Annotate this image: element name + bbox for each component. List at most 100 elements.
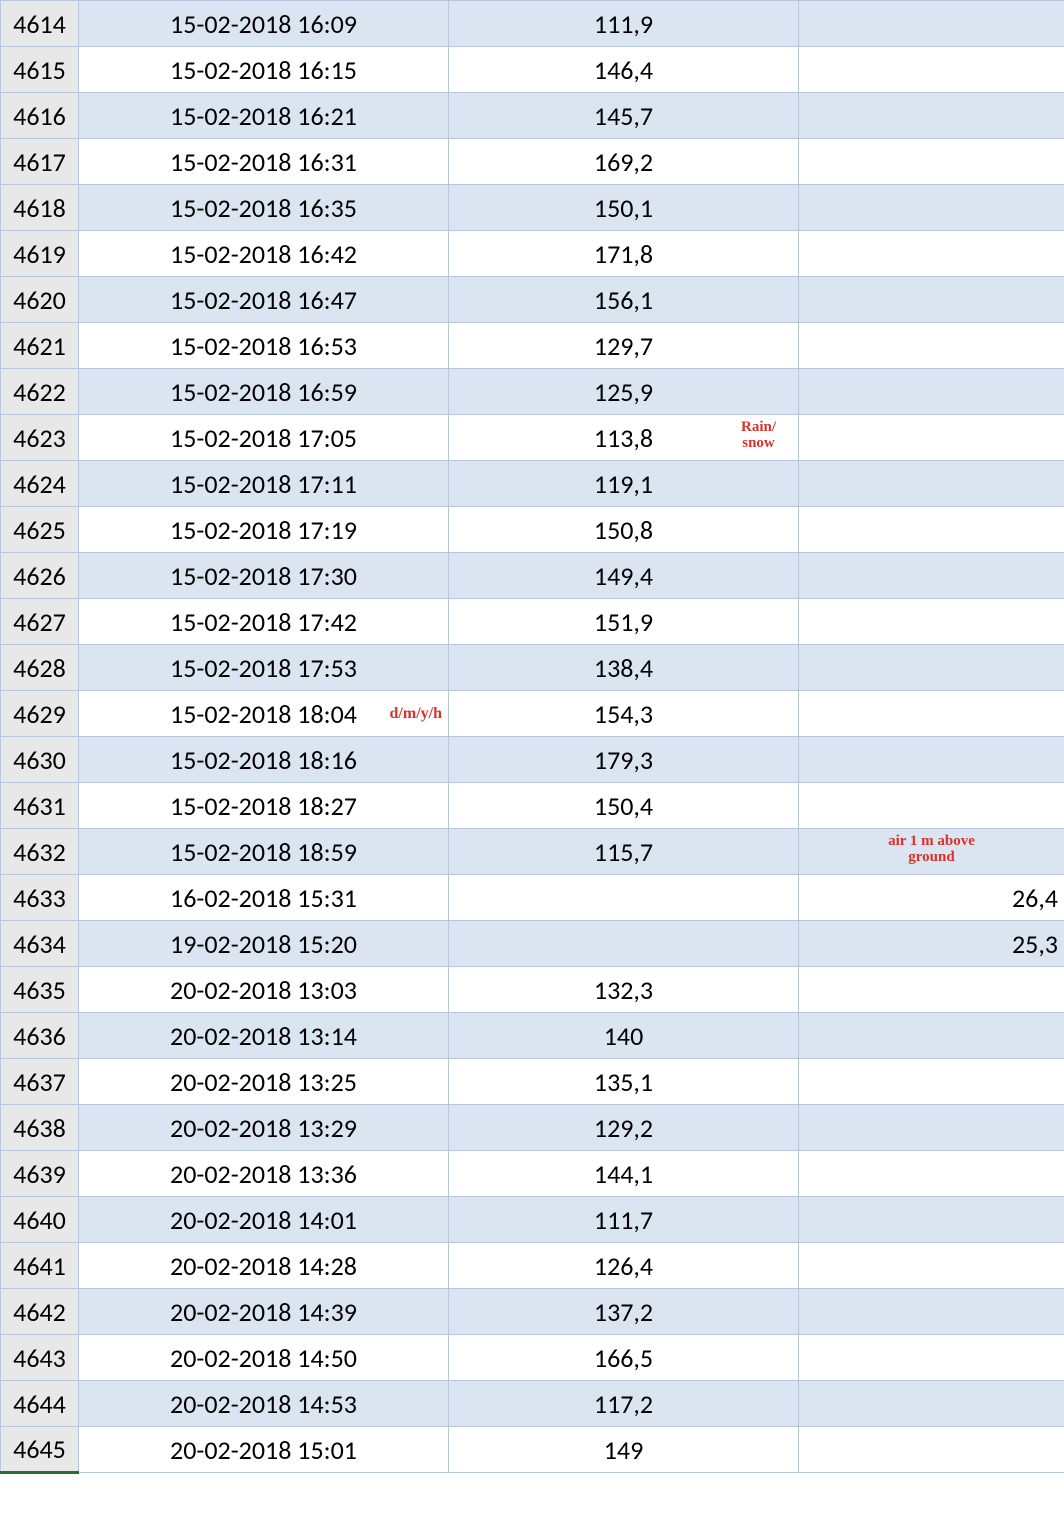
cell-value[interactable]: 129,7	[449, 323, 799, 369]
cell-datetime[interactable]: 20-02-2018 14:50	[79, 1335, 449, 1381]
cell-datetime[interactable]: 15-02-2018 17:53	[79, 645, 449, 691]
row-header[interactable]: 4624	[1, 461, 79, 507]
cell-air[interactable]	[799, 1335, 1064, 1381]
cell-value[interactable]: 138,4	[449, 645, 799, 691]
cell-value[interactable]: 150,4	[449, 783, 799, 829]
row-header[interactable]: 4633	[1, 875, 79, 921]
cell-value[interactable]: 156,1	[449, 277, 799, 323]
row-header[interactable]: 4639	[1, 1151, 79, 1197]
cell-value[interactable]: 119,1	[449, 461, 799, 507]
row-header[interactable]: 4630	[1, 737, 79, 783]
row-header[interactable]: 4620	[1, 277, 79, 323]
cell-datetime[interactable]: 20-02-2018 14:01	[79, 1197, 449, 1243]
cell-air[interactable]	[799, 1105, 1064, 1151]
cell-value[interactable]: 171,8	[449, 231, 799, 277]
cell-value[interactable]	[449, 875, 799, 921]
cell-datetime[interactable]: 20-02-2018 14:39	[79, 1289, 449, 1335]
cell-value[interactable]: 129,2	[449, 1105, 799, 1151]
cell-value[interactable]: 115,7	[449, 829, 799, 875]
row-header[interactable]: 4623	[1, 415, 79, 461]
cell-value[interactable]: 137,2	[449, 1289, 799, 1335]
row-header[interactable]: 4628	[1, 645, 79, 691]
cell-datetime[interactable]: 20-02-2018 13:25	[79, 1059, 449, 1105]
cell-value[interactable]: 126,4	[449, 1243, 799, 1289]
row-header[interactable]: 4643	[1, 1335, 79, 1381]
cell-air[interactable]	[799, 1243, 1064, 1289]
cell-air[interactable]	[799, 323, 1064, 369]
cell-value[interactable]: 145,7	[449, 93, 799, 139]
cell-value[interactable]: 140	[449, 1013, 799, 1059]
cell-datetime[interactable]: 15-02-2018 18:59	[79, 829, 449, 875]
cell-datetime[interactable]: 20-02-2018 14:53	[79, 1381, 449, 1427]
cell-air[interactable]: 26,4	[799, 875, 1064, 921]
cell-datetime[interactable]: 15-02-2018 18:16	[79, 737, 449, 783]
cell-air[interactable]	[799, 507, 1064, 553]
cell-value[interactable]	[449, 921, 799, 967]
row-header[interactable]: 4619	[1, 231, 79, 277]
cell-value[interactable]: 166,5	[449, 1335, 799, 1381]
cell-datetime[interactable]: 15-02-2018 18:27	[79, 783, 449, 829]
row-header[interactable]: 4632	[1, 829, 79, 875]
cell-air[interactable]	[799, 47, 1064, 93]
cell-datetime[interactable]: 20-02-2018 13:36	[79, 1151, 449, 1197]
cell-air[interactable]	[799, 1197, 1064, 1243]
cell-datetime[interactable]: 15-02-2018 18:04d/m/y/h	[79, 691, 449, 737]
cell-datetime[interactable]: 15-02-2018 16:21	[79, 93, 449, 139]
cell-air[interactable]	[799, 783, 1064, 829]
cell-value[interactable]: 117,2	[449, 1381, 799, 1427]
cell-datetime[interactable]: 16-02-2018 15:31	[79, 875, 449, 921]
cell-air[interactable]	[799, 553, 1064, 599]
cell-value[interactable]: 146,4	[449, 47, 799, 93]
row-header[interactable]: 4615	[1, 47, 79, 93]
cell-value[interactable]: 150,1	[449, 185, 799, 231]
row-header[interactable]: 4638	[1, 1105, 79, 1151]
cell-value[interactable]: 154,3	[449, 691, 799, 737]
row-header[interactable]: 4617	[1, 139, 79, 185]
row-header[interactable]: 4627	[1, 599, 79, 645]
cell-air[interactable]: air 1 m above ground	[799, 829, 1064, 875]
cell-air[interactable]	[799, 1059, 1064, 1105]
row-header[interactable]: 4641	[1, 1243, 79, 1289]
row-header[interactable]: 4618	[1, 185, 79, 231]
cell-air[interactable]	[799, 1151, 1064, 1197]
cell-datetime[interactable]: 15-02-2018 16:47	[79, 277, 449, 323]
cell-air[interactable]	[799, 277, 1064, 323]
row-header[interactable]: 4644	[1, 1381, 79, 1427]
row-header[interactable]: 4635	[1, 967, 79, 1013]
row-header[interactable]: 4629	[1, 691, 79, 737]
row-header[interactable]: 4642	[1, 1289, 79, 1335]
cell-value[interactable]: 125,9	[449, 369, 799, 415]
cell-datetime[interactable]: 20-02-2018 13:03	[79, 967, 449, 1013]
row-header[interactable]: 4631	[1, 783, 79, 829]
cell-datetime[interactable]: 20-02-2018 15:01	[79, 1427, 449, 1473]
cell-value[interactable]: 144,1	[449, 1151, 799, 1197]
row-header[interactable]: 4616	[1, 93, 79, 139]
cell-datetime[interactable]: 15-02-2018 16:42	[79, 231, 449, 277]
spreadsheet-table[interactable]: 461415-02-2018 16:09111,9461515-02-2018 …	[0, 0, 1064, 1474]
cell-datetime[interactable]: 15-02-2018 17:42	[79, 599, 449, 645]
cell-air[interactable]	[799, 1381, 1064, 1427]
row-header[interactable]: 4621	[1, 323, 79, 369]
row-header[interactable]: 4636	[1, 1013, 79, 1059]
cell-datetime[interactable]: 15-02-2018 16:09	[79, 1, 449, 47]
cell-air[interactable]	[799, 599, 1064, 645]
row-header[interactable]: 4634	[1, 921, 79, 967]
cell-datetime[interactable]: 20-02-2018 14:28	[79, 1243, 449, 1289]
cell-value[interactable]: 169,2	[449, 139, 799, 185]
cell-datetime[interactable]: 19-02-2018 15:20	[79, 921, 449, 967]
cell-air[interactable]	[799, 139, 1064, 185]
cell-air[interactable]	[799, 369, 1064, 415]
cell-air[interactable]	[799, 231, 1064, 277]
cell-datetime[interactable]: 15-02-2018 17:05	[79, 415, 449, 461]
cell-datetime[interactable]: 20-02-2018 13:29	[79, 1105, 449, 1151]
row-header[interactable]: 4625	[1, 507, 79, 553]
cell-air[interactable]	[799, 967, 1064, 1013]
cell-datetime[interactable]: 15-02-2018 16:31	[79, 139, 449, 185]
row-header[interactable]: 4622	[1, 369, 79, 415]
cell-datetime[interactable]: 15-02-2018 17:19	[79, 507, 449, 553]
cell-air[interactable]	[799, 1289, 1064, 1335]
cell-datetime[interactable]: 15-02-2018 16:53	[79, 323, 449, 369]
cell-air[interactable]	[799, 1013, 1064, 1059]
cell-datetime[interactable]: 15-02-2018 16:35	[79, 185, 449, 231]
cell-air[interactable]	[799, 1427, 1064, 1473]
